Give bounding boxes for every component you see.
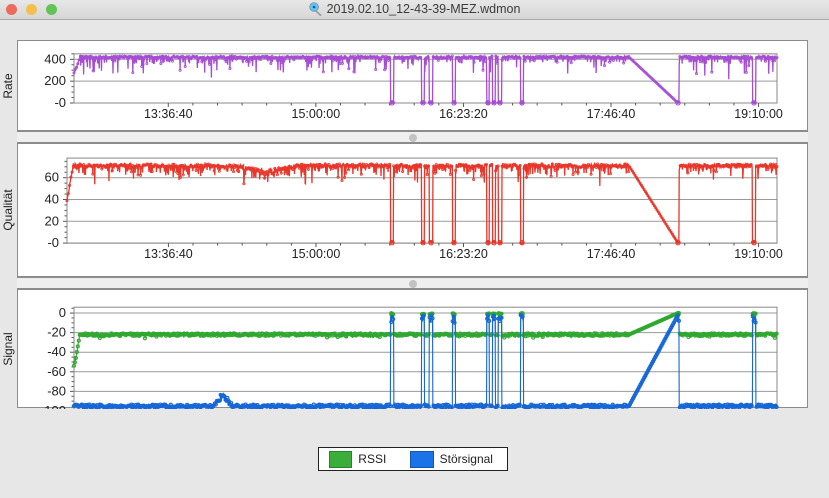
svg-text:400: 400 bbox=[44, 51, 66, 66]
svg-text:13:36:40: 13:36:40 bbox=[144, 247, 193, 261]
svg-text:40: 40 bbox=[45, 192, 59, 207]
svg-text:15:00:00: 15:00:00 bbox=[292, 247, 341, 261]
svg-text:-0: -0 bbox=[47, 235, 59, 250]
svg-text:0: 0 bbox=[59, 305, 66, 320]
svg-text:16:23:20: 16:23:20 bbox=[439, 247, 488, 261]
svg-text:200: 200 bbox=[44, 73, 66, 88]
svg-text:13:36:40: 13:36:40 bbox=[144, 107, 193, 121]
svg-text:-40: -40 bbox=[47, 344, 66, 359]
svg-text:17:46:40: 17:46:40 bbox=[587, 107, 636, 121]
svg-text:20: 20 bbox=[45, 213, 59, 228]
svg-text:17:46:40: 17:46:40 bbox=[587, 247, 636, 261]
svg-text:-60: -60 bbox=[47, 364, 66, 379]
svg-text:-80: -80 bbox=[47, 383, 66, 398]
svg-text:60: 60 bbox=[45, 170, 59, 185]
svg-text:19:10:00: 19:10:00 bbox=[734, 247, 783, 261]
svg-text:-20: -20 bbox=[47, 325, 66, 340]
svg-text:-0: -0 bbox=[54, 95, 66, 110]
svg-text:15:00:00: 15:00:00 bbox=[292, 107, 341, 121]
svg-text:-100: -100 bbox=[40, 403, 66, 409]
svg-text:16:23:20: 16:23:20 bbox=[439, 107, 488, 121]
svg-text:19:10:00: 19:10:00 bbox=[734, 107, 783, 121]
